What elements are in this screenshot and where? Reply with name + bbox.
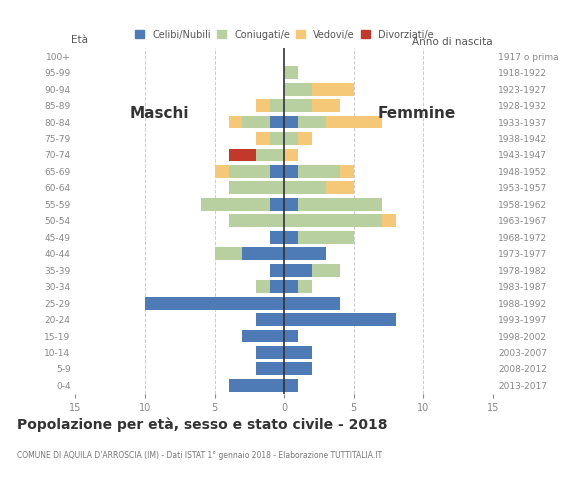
Bar <box>284 379 298 392</box>
Bar <box>270 198 284 211</box>
Bar <box>284 181 326 194</box>
Bar <box>270 99 284 112</box>
Bar <box>215 247 242 260</box>
Bar <box>284 83 312 96</box>
Bar <box>298 116 326 129</box>
Bar <box>284 165 298 178</box>
Bar <box>256 280 270 293</box>
Bar <box>312 83 354 96</box>
Bar <box>284 297 340 310</box>
Bar <box>270 165 284 178</box>
Bar <box>256 346 284 359</box>
Bar <box>284 231 298 244</box>
Bar <box>298 280 312 293</box>
Bar <box>270 132 284 145</box>
Text: Femmine: Femmine <box>378 107 455 121</box>
Bar <box>284 132 298 145</box>
Bar <box>256 99 270 112</box>
Bar <box>284 148 298 161</box>
Bar <box>229 379 284 392</box>
Bar <box>382 215 396 227</box>
Bar <box>284 264 312 276</box>
Bar <box>256 132 270 145</box>
Text: COMUNE DI AQUILA D'ARROSCIA (IM) - Dati ISTAT 1° gennaio 2018 - Elaborazione TUT: COMUNE DI AQUILA D'ARROSCIA (IM) - Dati … <box>17 451 383 460</box>
Bar <box>284 280 298 293</box>
Bar <box>229 116 242 129</box>
Bar <box>326 181 354 194</box>
Bar <box>270 231 284 244</box>
Bar <box>270 280 284 293</box>
Bar <box>312 264 340 276</box>
Text: Popolazione per età, sesso e stato civile - 2018: Popolazione per età, sesso e stato civil… <box>17 418 388 432</box>
Bar <box>145 297 284 310</box>
Bar <box>215 165 229 178</box>
Bar <box>284 66 298 79</box>
Bar <box>201 198 270 211</box>
Bar <box>229 215 284 227</box>
Bar <box>256 148 284 161</box>
Text: Anno di nascita: Anno di nascita <box>412 37 493 48</box>
Bar <box>284 362 312 375</box>
Bar <box>229 181 284 194</box>
Bar <box>284 198 298 211</box>
Bar <box>270 264 284 276</box>
Legend: Celibi/Nubili, Coniugati/e, Vedovi/e, Divorziati/e: Celibi/Nubili, Coniugati/e, Vedovi/e, Di… <box>135 30 434 40</box>
Bar <box>284 247 326 260</box>
Bar <box>284 99 312 112</box>
Bar <box>284 330 298 342</box>
Text: Età: Età <box>71 35 88 45</box>
Bar <box>256 362 284 375</box>
Bar <box>326 116 382 129</box>
Bar <box>284 116 298 129</box>
Bar <box>256 313 284 326</box>
Bar <box>298 198 382 211</box>
Bar <box>229 148 256 161</box>
Bar <box>229 165 270 178</box>
Bar <box>242 116 270 129</box>
Bar <box>284 313 396 326</box>
Text: Maschi: Maschi <box>129 107 188 121</box>
Bar <box>284 215 382 227</box>
Bar <box>298 165 340 178</box>
Bar <box>284 346 312 359</box>
Bar <box>312 99 340 112</box>
Bar <box>298 132 312 145</box>
Bar <box>298 231 354 244</box>
Bar <box>340 165 354 178</box>
Bar <box>242 330 284 342</box>
Bar <box>270 116 284 129</box>
Bar <box>242 247 284 260</box>
